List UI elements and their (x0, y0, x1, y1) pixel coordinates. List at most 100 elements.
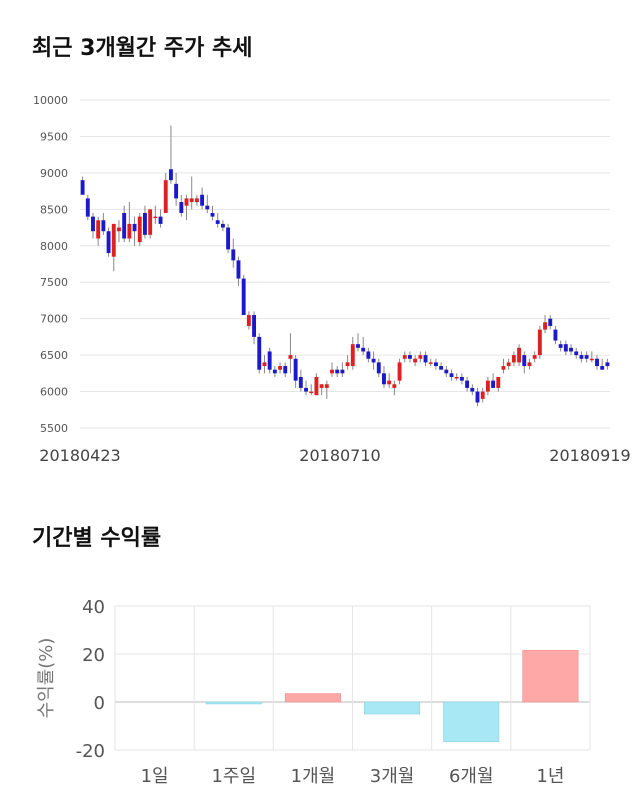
candle (122, 205, 127, 243)
candle-body (569, 347, 573, 352)
candle-body (600, 366, 605, 370)
candle-y-tick-label: 8500 (40, 203, 68, 216)
candle (143, 205, 147, 239)
candle (485, 376, 490, 396)
candle-body (194, 198, 199, 203)
candle-body (439, 366, 444, 370)
candle-body (304, 387, 308, 392)
candle (496, 376, 501, 392)
returns-x-tick-label: 1주일 (211, 766, 256, 787)
candle (408, 351, 412, 363)
candle (595, 355, 599, 370)
candle-body (179, 202, 184, 213)
candle-x-tick-label: 20180710 (299, 446, 380, 465)
candle-body (366, 351, 371, 359)
candle-body (91, 216, 95, 232)
returns-x-tick-label: 1일 (141, 766, 169, 787)
candle (127, 202, 132, 243)
candle (563, 340, 568, 356)
candle (584, 351, 589, 363)
candle (189, 176, 194, 210)
candle-body (553, 329, 558, 341)
candle-body (444, 369, 449, 374)
candle (257, 333, 262, 374)
candle-body (470, 387, 475, 392)
candle (200, 187, 205, 210)
candle (382, 366, 386, 388)
candle (439, 362, 444, 370)
candle (392, 380, 397, 396)
candle-body (563, 344, 568, 352)
candle-body (506, 362, 511, 367)
candle-body (330, 369, 334, 374)
candle (532, 351, 537, 363)
candle-body (397, 362, 402, 381)
candle-y-tick-label: 9500 (40, 130, 68, 143)
candle (148, 209, 153, 239)
candle-body (96, 220, 101, 239)
candle-body (236, 260, 241, 279)
candle (179, 194, 184, 217)
candle (501, 358, 506, 374)
candle-body (522, 355, 527, 367)
candle-body (278, 366, 282, 370)
candle (428, 358, 433, 367)
candle (569, 344, 573, 356)
candle (402, 351, 407, 363)
candle-body (257, 336, 262, 370)
candle (543, 315, 547, 334)
candle (293, 355, 298, 388)
candle (454, 373, 459, 381)
candle (449, 369, 454, 381)
candle-body (413, 358, 418, 363)
candle (366, 347, 371, 363)
candle-body (387, 380, 392, 385)
candle (459, 373, 464, 385)
candle (314, 373, 319, 396)
candle (480, 387, 485, 403)
candle (194, 194, 199, 206)
candle-body (252, 315, 257, 337)
candle-body (309, 391, 314, 394)
returns-bar (364, 701, 421, 715)
candle (101, 212, 106, 235)
returns-x-ticks: 1일 1주일 1개월 3개월 6개월 1년 (141, 766, 565, 787)
candle-body (143, 212, 147, 235)
candle-body (122, 212, 127, 239)
candle (158, 209, 163, 228)
candle (168, 125, 173, 184)
candle-body (376, 362, 381, 374)
candle-body (382, 373, 386, 385)
returns-y-tick-label: 40 (82, 597, 105, 618)
candle (262, 355, 267, 374)
candle (267, 347, 272, 374)
candle (491, 373, 496, 388)
candle (553, 325, 558, 345)
candle (246, 311, 251, 330)
candle-body (80, 180, 85, 195)
candle (465, 376, 470, 392)
returns-bar (443, 701, 500, 742)
candle-body (241, 278, 246, 316)
candle-y-tick-label: 6500 (40, 349, 68, 362)
candle-body (537, 329, 542, 356)
candle (433, 358, 438, 370)
candle-x-tick-label: 20180919 (549, 446, 630, 465)
candle-y-ticks: 10000 9500 9000 8500 8000 7500 7000 6500 6000 550… (33, 94, 68, 435)
candle (205, 194, 210, 213)
candle (475, 387, 480, 407)
candle-y-tick-label: 7000 (40, 313, 68, 326)
candle (210, 205, 215, 221)
candle-body (101, 220, 106, 232)
candle-body (350, 344, 355, 367)
candle-x-ticks: 20180423 20180710 20180919 (39, 446, 630, 465)
candle-body (454, 376, 459, 379)
candle-body (465, 380, 470, 388)
candle-body (127, 223, 132, 239)
candle-body (392, 384, 397, 388)
candle (304, 380, 308, 396)
candle-body (174, 183, 179, 199)
candle-body (579, 355, 584, 359)
candle-body (335, 369, 340, 374)
candle-body (148, 209, 153, 235)
